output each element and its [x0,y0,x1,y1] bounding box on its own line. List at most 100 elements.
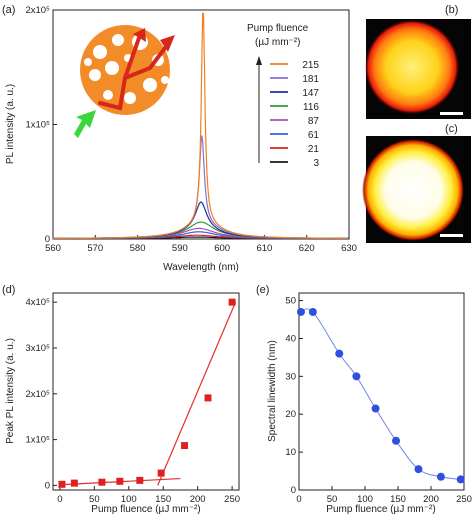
spectrum-line [53,12,349,239]
panel-d-x-ticks: 0 50 100 150 200 250 [57,486,240,505]
data-point [352,372,361,381]
y-tick-label: 20 [285,409,296,420]
y-tick-label: 50 [285,296,296,307]
y-tick-label: 1x10⁵ [25,120,50,131]
panel-e-ylabel: Spectral linewidth (nm) [267,340,278,442]
panel-a-plot: 560 570 580 590 600 610 620 630 0 1x10⁵ 2x10⁵ Wav… [5,5,357,273]
data-point [70,479,78,487]
panel-e-line [300,308,461,480]
fit-line [157,301,237,486]
data-point [414,465,423,474]
x-tick-label: 50 [89,494,100,505]
y-tick-label: 1x10⁵ [25,435,50,446]
data-point [157,469,165,477]
legend-title: Pump fluence [247,23,309,34]
x-tick-label: 0 [57,494,62,505]
data-point [456,475,465,484]
panel-d-frame [52,292,240,491]
panel-d-fit-lines [59,301,237,486]
x-tick-label: 100 [357,494,373,505]
panel-a-x-ticks: 560 570 580 590 600 610 620 630 [45,235,357,254]
legend-label: 181 [302,74,319,85]
x-tick-label: 610 [256,243,272,254]
data-point [392,436,401,445]
panel-d-label: (d) [2,284,15,296]
spectrum-line [53,221,349,239]
panel-d-y-ticks: 0 1x10⁵ 2x10⁵ 3x10⁵ 4x10⁵ [25,297,57,491]
linewidth-curve [300,308,461,480]
x-tick-label: 590 [172,243,188,254]
panel-d-points [58,298,236,488]
emission-arrowhead-2 [133,28,146,42]
x-tick-label: 200 [190,494,206,505]
panel-b-label: (b) [445,4,458,16]
image-b [365,19,471,119]
legend-label: 215 [302,60,319,71]
panel-a-y-ticks: 0 1x10⁵ 2x10⁵ [25,5,57,245]
panel-a-label: (a) [2,4,15,16]
legend-label: 61 [308,130,320,141]
panel-d-xlabel: Pump fluence (µJ mm⁻²) [91,504,200,515]
data-point [98,478,106,486]
scatter-path-arrows [98,33,167,111]
image-c [362,136,471,243]
data-point [204,394,212,402]
legend: Pump fluence (µJ mm⁻²) 21518114711687612… [247,23,319,169]
image-c-scalebar [440,234,463,237]
panel-e-y-ticks: 0 10 20 30 40 50 [285,296,303,496]
legend-label: 87 [308,116,320,127]
x-tick-label: 570 [87,243,103,254]
panel-e-xlabel: Pump fluence (µJ mm⁻²) [326,504,435,515]
emission-arrowhead-1 [160,35,175,52]
panel-a-series [53,12,349,239]
panel-c-label: (c) [445,123,458,135]
x-tick-label: 250 [224,494,240,505]
y-tick-label: 4x10⁵ [25,297,50,308]
y-tick-label: 0 [45,480,50,491]
x-tick-label: 560 [45,243,61,254]
x-tick-label: 0 [296,494,301,505]
y-tick-label: 10 [285,447,296,458]
y-tick-label: 30 [285,371,296,382]
pump-arrow [74,110,96,138]
panel-a-ylabel: PL intensity (a. u.) [5,84,16,164]
data-point [58,480,66,488]
legend-label: 3 [313,158,319,169]
image-b-scalebar [440,112,463,115]
panel-e-points [296,307,465,484]
x-tick-label: 580 [130,243,146,254]
legend-arrow-head [256,56,262,65]
x-tick-label: 600 [214,243,230,254]
y-tick-label: 3x10⁵ [25,343,50,354]
scatterer-schematic [74,25,175,138]
legend-entries: 215 181 147 116 87 61 21 3 [270,60,319,169]
legend-unit: (µJ mm⁻²) [255,37,300,48]
spectrum-line [53,201,349,239]
legend-label: 147 [302,88,319,99]
x-tick-label: 50 [327,494,338,505]
data-point [116,477,124,485]
x-tick-label: 630 [341,243,357,254]
x-tick-label: 250 [456,494,472,505]
image-c-spot [362,139,464,241]
x-tick-label: 620 [299,243,315,254]
legend-label: 21 [308,144,320,155]
data-point [371,404,380,413]
x-tick-label: 100 [121,494,137,505]
panel-a-xlabel: Wavelength (nm) [163,262,239,273]
y-tick-label: 0 [291,485,296,496]
data-point [308,307,317,316]
data-point [335,349,344,358]
image-b-spot [365,20,459,114]
y-tick-label: 40 [285,333,296,344]
data-point [136,476,144,484]
legend-label: 116 [303,102,319,113]
y-tick-label: 2x10⁵ [25,5,50,16]
panel-e-x-ticks: 0 50 100 150 200 250 [296,486,472,505]
x-tick-label: 150 [155,494,171,505]
x-tick-label: 150 [390,494,406,505]
y-tick-label: 2x10⁵ [25,389,50,400]
panel-d-plot: 0 50 100 150 200 250 0 1x10⁵ 2x10⁵ 3x10⁵ 4x10⁵ Pu… [5,292,240,515]
panel-e-frame [298,292,465,491]
